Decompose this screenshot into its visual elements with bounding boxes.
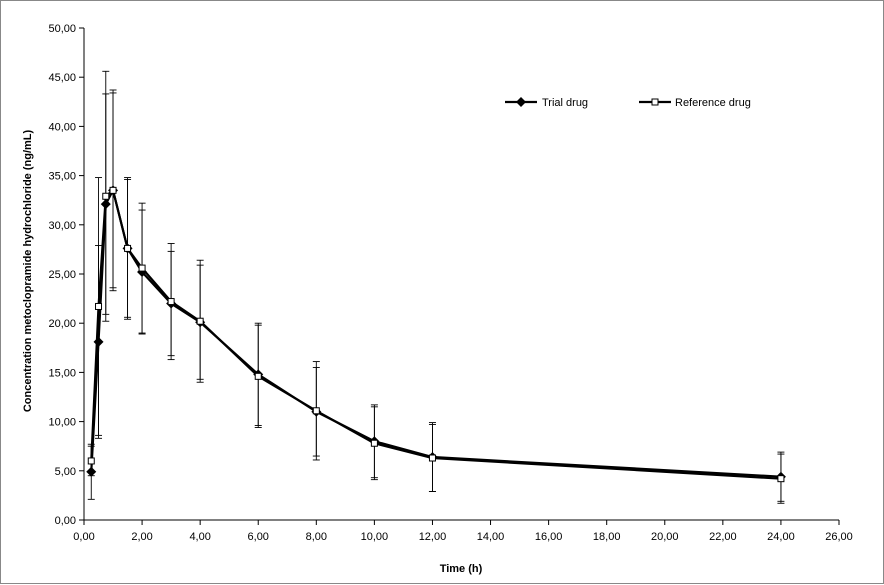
x-tick-label: 20,00	[651, 531, 679, 543]
legend-marker-trial	[516, 97, 526, 107]
x-tick-label: 6,00	[248, 531, 269, 543]
legend-label-reference: Reference drug	[675, 97, 751, 109]
x-axis-ticks: 0,00 2,00 4,00 6,00 8,00 10,00 12,00 14,00 16,00…	[73, 520, 853, 543]
x-tick-label: 24,00	[767, 531, 795, 543]
y-tick-label: 5,00	[55, 466, 76, 478]
x-axis-title: Time (h)	[440, 563, 483, 575]
point-reference	[109, 186, 117, 194]
point-reference	[138, 264, 146, 272]
y-axis-ticks: 0,00 5,00 10,00 15,00 20,00 25,00 30,00 35,00 40…	[48, 23, 84, 527]
point-reference	[102, 192, 110, 200]
x-tick-label: 4,00	[189, 531, 210, 543]
point-reference	[370, 439, 378, 447]
x-tick-label: 8,00	[306, 531, 327, 543]
y-tick-label: 0,00	[55, 515, 76, 527]
point-reference	[254, 372, 262, 380]
legend-item-reference: Reference drug	[639, 97, 751, 109]
x-tick-label: 26,00	[825, 531, 853, 543]
x-tick-label: 16,00	[535, 531, 563, 543]
error-bars	[87, 70, 785, 504]
point-reference	[95, 302, 103, 310]
point-reference	[124, 244, 132, 252]
point-reference	[312, 407, 320, 415]
y-tick-label: 15,00	[48, 367, 76, 379]
legend-item-trial: Trial drug	[505, 97, 588, 109]
point-reference	[87, 457, 95, 465]
point-reference	[777, 475, 785, 483]
point-reference	[428, 454, 436, 462]
x-tick-label: 22,00	[709, 531, 737, 543]
x-tick-label: 0,00	[73, 531, 94, 543]
x-tick-label: 18,00	[593, 531, 621, 543]
point-trial	[100, 199, 111, 210]
y-tick-label: 25,00	[48, 269, 76, 281]
series-line-trial	[90, 189, 781, 478]
point-trial	[93, 336, 104, 347]
x-tick-label: 10,00	[361, 531, 389, 543]
y-tick-label: 20,00	[48, 318, 76, 330]
point-reference	[167, 298, 175, 306]
y-tick-label: 45,00	[48, 72, 76, 84]
x-tick-label: 14,00	[477, 531, 505, 543]
legend: Trial drug Reference drug	[505, 97, 751, 109]
point-trial	[86, 466, 97, 477]
x-tick-label: 2,00	[131, 531, 152, 543]
y-axis-title: Concentration metoclopramide hydrochlori…	[22, 129, 34, 412]
y-tick-label: 35,00	[48, 171, 76, 183]
y-tick-label: 30,00	[48, 220, 76, 232]
legend-marker-reference	[651, 98, 659, 106]
x-tick-label: 12,00	[419, 531, 447, 543]
y-tick-label: 50,00	[48, 23, 76, 35]
series-lines	[90, 189, 781, 480]
y-tick-label: 40,00	[48, 121, 76, 133]
point-reference	[196, 317, 204, 325]
legend-label-trial: Trial drug	[542, 97, 588, 109]
y-tick-label: 10,00	[48, 417, 76, 429]
series-line-reference	[90, 189, 781, 480]
series-markers	[86, 185, 786, 483]
